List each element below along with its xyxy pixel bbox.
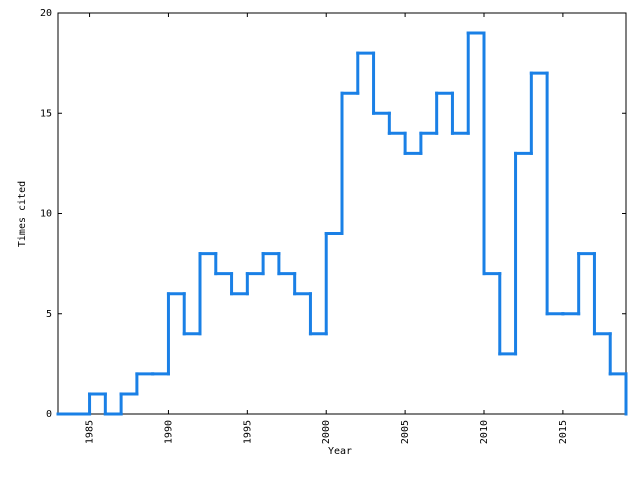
x-tick-label: 2010 [479, 420, 490, 444]
x-axis-label: Year [328, 446, 352, 457]
y-tick-label: 0 [46, 409, 52, 420]
y-tick-label: 5 [46, 309, 52, 320]
y-tick-label: 10 [40, 209, 52, 220]
x-tick-label: 1985 [85, 420, 96, 444]
y-axis-label: Times cited [17, 181, 28, 247]
x-tick-label: 2005 [400, 420, 411, 444]
y-tick-label: 15 [40, 108, 52, 119]
x-tick-label: 2000 [321, 420, 332, 444]
x-tick-label: 2015 [558, 420, 569, 444]
x-tick-label: 1990 [163, 420, 174, 444]
x-tick-label: 1995 [242, 420, 253, 444]
y-tick-label: 20 [40, 8, 52, 19]
